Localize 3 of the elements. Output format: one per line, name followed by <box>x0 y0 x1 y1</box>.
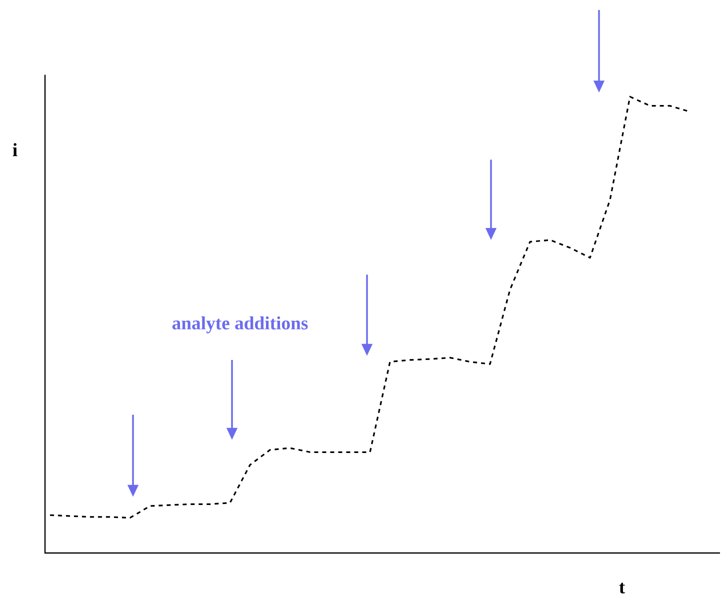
y-axis-title: i <box>12 143 18 156</box>
annotation: analyte additions <box>172 316 308 334</box>
x-axis-title: t <box>619 582 626 594</box>
